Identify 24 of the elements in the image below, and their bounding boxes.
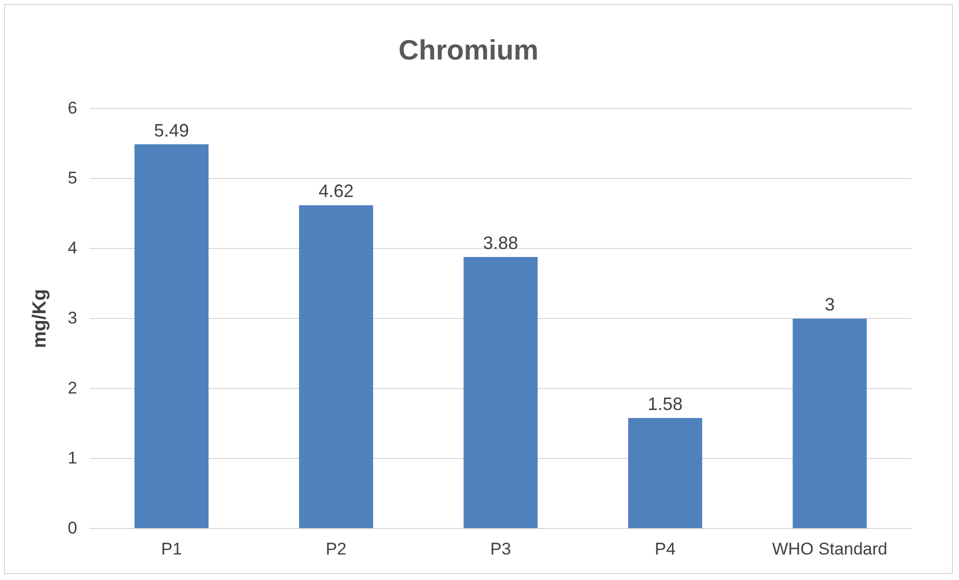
bar: [628, 418, 702, 528]
bar: [299, 205, 374, 528]
data-label: 4.62: [318, 181, 354, 202]
bar: [464, 257, 538, 528]
data-label: 1.58: [648, 394, 683, 414]
x-tick-label: P4: [654, 539, 676, 558]
y-tick-label: 1: [68, 448, 78, 468]
y-tick-label: 2: [68, 378, 78, 398]
x-tick-label: P1: [161, 539, 182, 558]
x-tick-label: P3: [490, 539, 512, 558]
y-tick-label: 0: [68, 518, 78, 538]
bar: [134, 144, 209, 528]
y-tick-label: 3: [68, 308, 78, 328]
data-label: 3: [824, 294, 835, 315]
x-tick-label: WHO Standard: [772, 539, 888, 558]
chart-title: Chromium: [398, 34, 538, 66]
data-label: 5.49: [154, 120, 190, 140]
y-axis-title: mg/Kg: [30, 289, 51, 348]
bar: [792, 318, 867, 528]
data-label: 3.88: [483, 232, 518, 253]
x-tick-label: P2: [326, 539, 346, 558]
y-tick-label: 5: [68, 168, 78, 188]
y-tick-label: 4: [68, 238, 78, 258]
y-tick-label: 6: [68, 98, 78, 118]
